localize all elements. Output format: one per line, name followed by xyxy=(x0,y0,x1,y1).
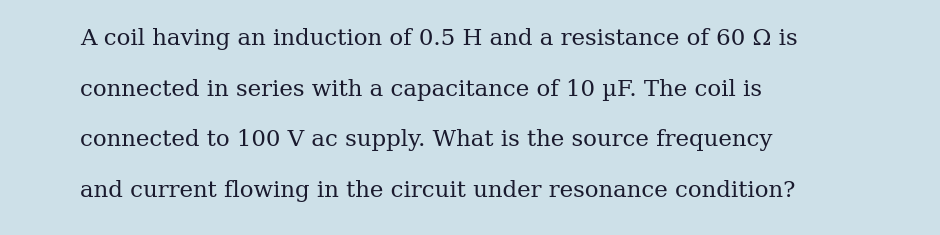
Text: A coil having an induction of 0.5 H and a resistance of 60 Ω is: A coil having an induction of 0.5 H and … xyxy=(80,28,797,50)
Text: and current flowing in the circuit under resonance condition?: and current flowing in the circuit under… xyxy=(80,180,795,202)
Text: connected to 100 V ac supply. What is the source frequency: connected to 100 V ac supply. What is th… xyxy=(80,129,773,151)
Text: connected in series with a capacitance of 10 µF. The coil is: connected in series with a capacitance o… xyxy=(80,79,762,101)
